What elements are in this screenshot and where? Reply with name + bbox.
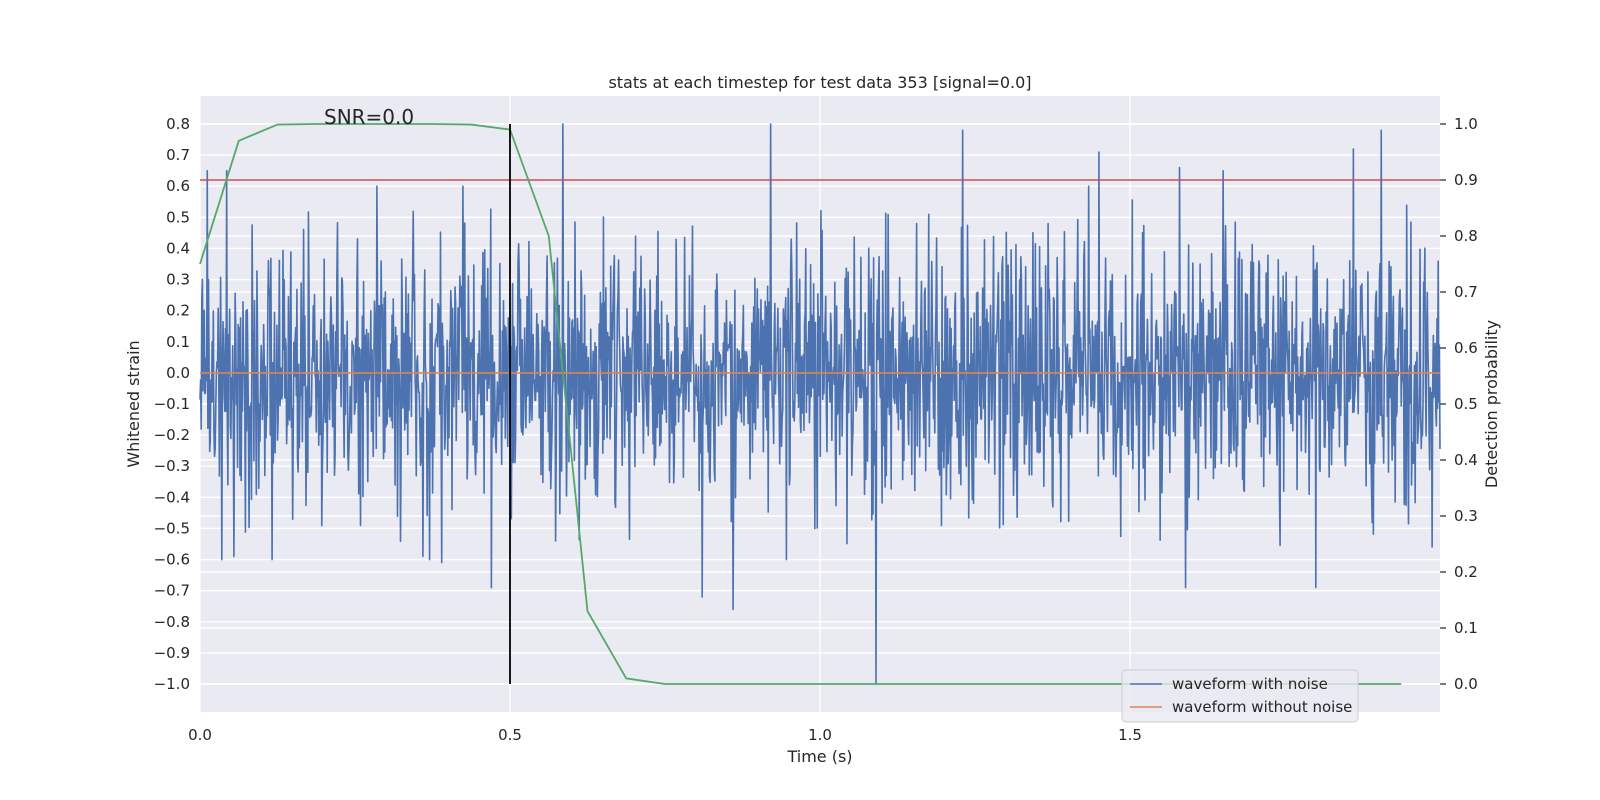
y-tick-label: 0.5 <box>166 208 190 226</box>
axis-ticks: 0.0 0.5 1.0 1.5 0.8 0.7 0.6 0.5 0.4 0.3 0.2 0.1 0.0 −… <box>154 115 1478 744</box>
y-tick-label: −0.6 <box>154 551 190 569</box>
y-tick-label: 0.0 <box>166 364 190 382</box>
x-tick-label: 0.0 <box>188 726 212 744</box>
y-axis-label: Whitened strain <box>124 340 143 467</box>
y-tick-label: −0.8 <box>154 613 190 631</box>
chart-title: stats at each timestep for test data 353… <box>608 73 1031 92</box>
y-tick-label: 0.1 <box>166 333 190 351</box>
x-tick-label: 1.0 <box>808 726 832 744</box>
legend-label-clean: waveform without noise <box>1172 698 1352 716</box>
y-tick-label: 0.4 <box>166 239 190 257</box>
x-axis-label: Time (s) <box>786 747 852 766</box>
y-tick-label: 0.6 <box>166 177 190 195</box>
y2-tick-label: 0.7 <box>1454 283 1478 301</box>
y-tick-label: 0.3 <box>166 271 190 289</box>
y-tick-label: −0.3 <box>154 457 190 475</box>
x-tick-label: 0.5 <box>498 726 522 744</box>
y2-tick-label: 0.8 <box>1454 227 1478 245</box>
snr-annotation: SNR=0.0 <box>324 105 414 129</box>
y-tick-label: 0.2 <box>166 302 190 320</box>
y-tick-label: −0.1 <box>154 395 190 413</box>
noise-waveform-line <box>199 123 1441 685</box>
y2-tick-label: 0.3 <box>1454 507 1478 525</box>
y-tick-label: −0.4 <box>154 488 190 506</box>
y-tick-label: −0.5 <box>154 519 190 537</box>
x-tick-label: 1.5 <box>1118 726 1142 744</box>
y-tick-label: −0.7 <box>154 582 190 600</box>
y2-tick-label: 0.2 <box>1454 563 1478 581</box>
y2-tick-label: 0.0 <box>1454 675 1478 693</box>
y2-tick-label: 0.6 <box>1454 339 1478 357</box>
y-tick-label: −0.9 <box>154 644 190 662</box>
y-tick-label: −0.2 <box>154 426 190 444</box>
y2-tick-label: 1.0 <box>1454 115 1478 133</box>
y2-axis-label: Detection probability <box>1482 320 1501 488</box>
y2-tick-label: 0.9 <box>1454 171 1478 189</box>
y-tick-label: 0.8 <box>166 115 190 133</box>
y2-tick-label: 0.4 <box>1454 451 1478 469</box>
y-tick-label: 0.7 <box>166 146 190 164</box>
legend: waveform with noise waveform without noi… <box>1121 669 1359 723</box>
y2-tick-label: 0.1 <box>1454 619 1478 637</box>
y2-tick-label: 0.5 <box>1454 395 1478 413</box>
legend-label-noise: waveform with noise <box>1172 675 1328 693</box>
y-tick-label: −1.0 <box>154 675 190 693</box>
legend-box <box>1121 669 1359 723</box>
